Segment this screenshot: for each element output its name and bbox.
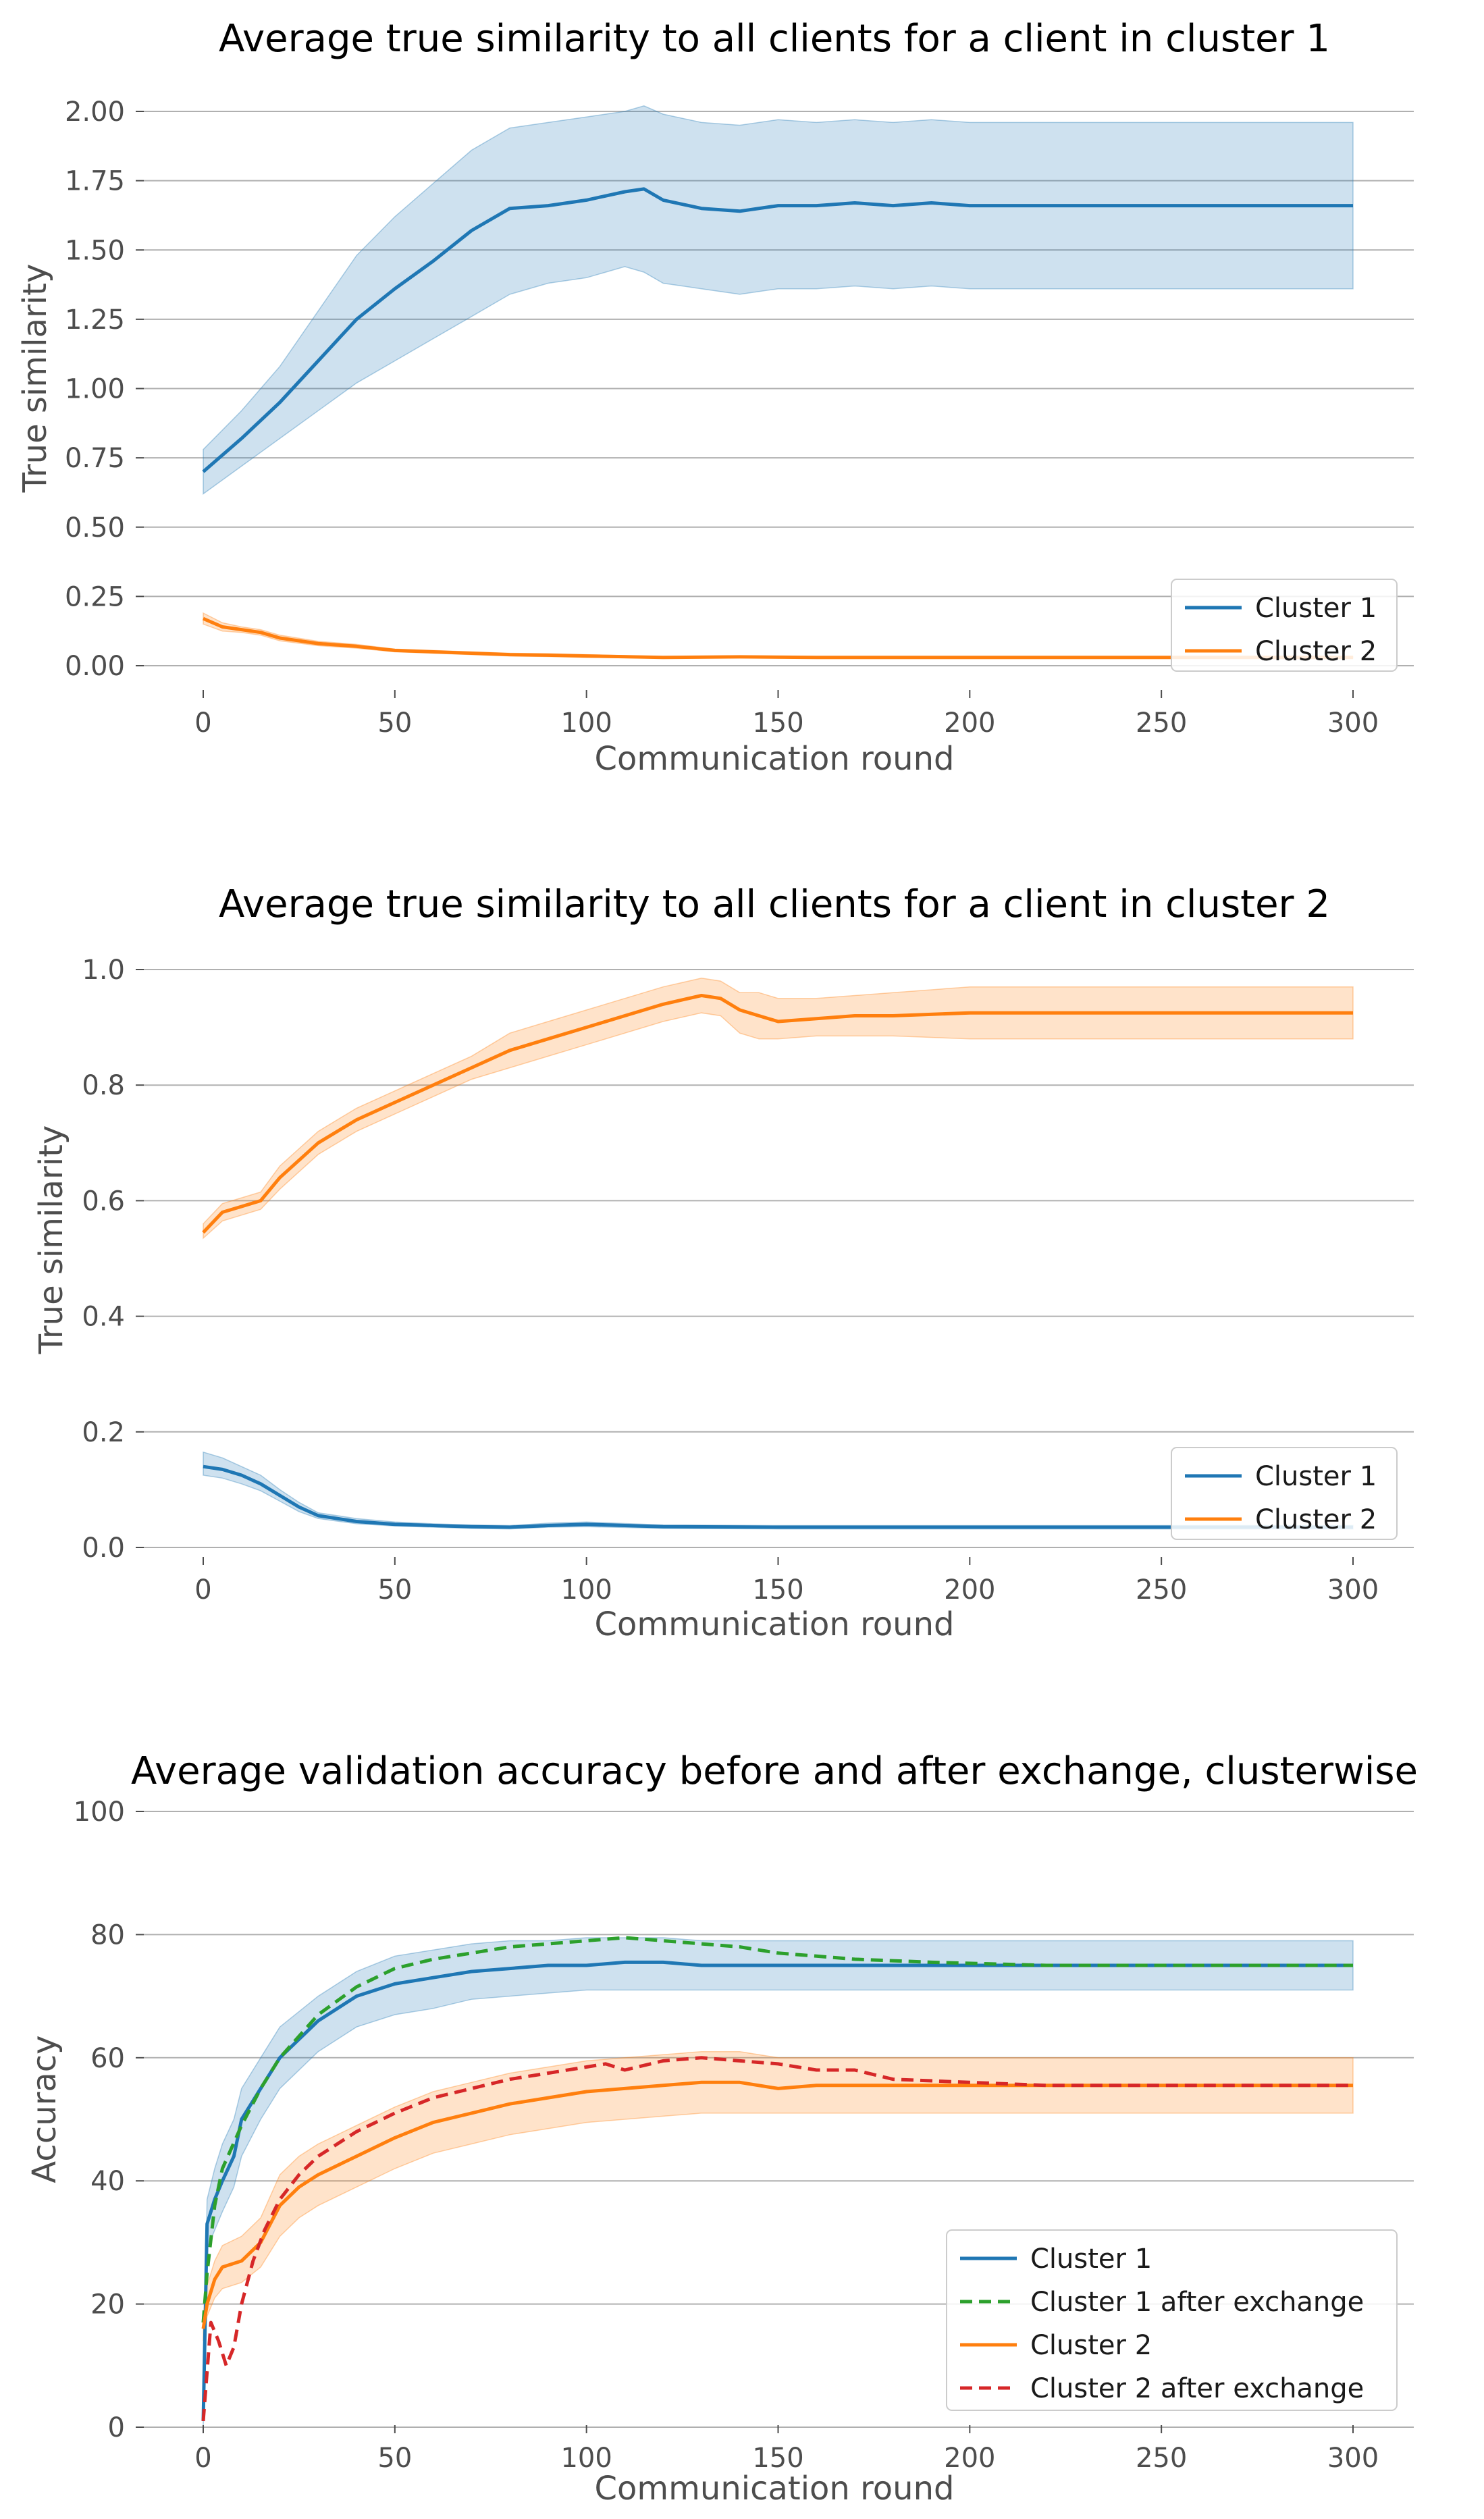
x-tick-labels: 0 50 100 150 200 250 300 xyxy=(194,2425,1379,2474)
y-tick-label: 0.00 xyxy=(65,651,125,682)
x-axis-label: Communication round xyxy=(595,1606,955,1643)
confidence-bands xyxy=(203,105,1354,659)
confidence-band xyxy=(203,2050,1354,2341)
series-lines xyxy=(202,187,1353,660)
y-tick-label: 20 xyxy=(90,2289,125,2321)
confidence-band xyxy=(203,105,1354,495)
x-tick-label: 300 xyxy=(1327,1574,1379,1606)
y-tick-label: 2.00 xyxy=(65,97,125,128)
x-tick-label: 150 xyxy=(752,2443,803,2474)
x-tick-label: 250 xyxy=(1136,1574,1187,1606)
x-tick-label: 200 xyxy=(944,2443,995,2474)
y-axis-label: True similarity xyxy=(32,1125,70,1355)
x-tick-label: 0 xyxy=(194,2443,211,2474)
series-lines xyxy=(201,1936,1353,2422)
series-line xyxy=(201,2056,1353,2422)
legend-label: Cluster 2 after exchange xyxy=(1030,2373,1364,2404)
y-axis-label: True similarity xyxy=(16,264,54,494)
y-tick-label: 0.50 xyxy=(65,512,125,543)
series-line xyxy=(202,187,1353,473)
x-tick-label: 0 xyxy=(194,708,211,739)
series-line xyxy=(201,2080,1353,2329)
x-tick-label: 200 xyxy=(944,1574,995,1606)
chart-title: Average validation accuracy before and a… xyxy=(131,1749,1418,1793)
chart-title: Average true similarity to all clients f… xyxy=(219,882,1330,926)
y-tick-label: 0.6 xyxy=(82,1186,125,1217)
x-tick-label: 100 xyxy=(560,708,612,739)
y-tick-label: 1.00 xyxy=(65,374,125,405)
x-axis-label: Communication round xyxy=(595,740,955,778)
legend-label: Cluster 2 xyxy=(1255,636,1377,667)
y-tick-label: 0 xyxy=(108,2412,125,2443)
y-tick-label: 0.25 xyxy=(65,581,125,612)
legend-label: Cluster 1 xyxy=(1030,2244,1152,2275)
y-tick-label: 60 xyxy=(90,2043,125,2074)
chart-title: Average true similarity to all clients f… xyxy=(219,17,1330,61)
confidence-band xyxy=(203,978,1354,1240)
legend: Cluster 1 Cluster 2 xyxy=(1171,579,1398,672)
y-tick-label: 1.75 xyxy=(65,166,125,197)
y-axis-label: Accuracy xyxy=(26,2035,63,2183)
legend-label: Cluster 2 xyxy=(1255,1504,1377,1535)
y-tick-label: 0.8 xyxy=(82,1070,125,1101)
x-tick-label: 50 xyxy=(377,708,412,739)
series-line xyxy=(201,1960,1353,2421)
y-tick-labels: 0.0 0.2 0.4 0.6 0.8 1.0 xyxy=(82,955,125,1564)
y-tick-label: 40 xyxy=(90,2166,125,2197)
x-tick-label: 200 xyxy=(944,708,995,739)
x-tick-label: 0 xyxy=(194,1574,211,1606)
x-tick-labels: 0 50 100 150 200 250 300 xyxy=(194,690,1379,739)
legend: Cluster 1 Cluster 1 after exchange Cluster… xyxy=(946,2229,1398,2411)
y-tick-label: 0.4 xyxy=(82,1302,125,1333)
series-line xyxy=(201,1936,1353,2323)
y-tick-label: 1.25 xyxy=(65,304,125,336)
x-tick-label: 100 xyxy=(560,2443,612,2474)
series-line xyxy=(203,1464,1353,1529)
legend-box xyxy=(946,2229,1398,2411)
legend-label: Cluster 1 after exchange xyxy=(1030,2287,1364,2318)
y-tick-label: 0.75 xyxy=(65,443,125,474)
y-tick-labels: 0 20 40 60 80 100 xyxy=(74,1797,125,2443)
y-tick-label: 0.2 xyxy=(82,1417,125,1448)
y-tick-label: 1.0 xyxy=(82,955,125,986)
x-tick-labels: 0 50 100 150 200 250 300 xyxy=(194,1557,1379,1606)
x-axis-label: Communication round xyxy=(595,2470,955,2508)
legend-label: Cluster 2 xyxy=(1030,2330,1152,2361)
y-tick-label: 80 xyxy=(90,1919,125,1951)
x-tick-label: 100 xyxy=(560,1574,612,1606)
legend-box xyxy=(1171,1447,1398,1540)
chart-panel-1: Average true similarity to all clients f… xyxy=(16,17,1414,778)
y-tick-label: 100 xyxy=(74,1797,125,1828)
chart-panel-2: Average true similarity to all clients f… xyxy=(32,882,1414,1643)
confidence-bands xyxy=(203,1937,1354,2428)
x-tick-label: 300 xyxy=(1327,708,1379,739)
series-line xyxy=(203,616,1353,660)
x-tick-label: 250 xyxy=(1136,708,1187,739)
confidence-bands xyxy=(203,978,1354,1530)
legend-box xyxy=(1171,579,1398,672)
series-line xyxy=(202,994,1353,1234)
series-lines xyxy=(202,994,1353,1529)
x-tick-label: 150 xyxy=(752,1574,803,1606)
confidence-band xyxy=(203,1937,1354,2428)
legend: Cluster 1 Cluster 2 xyxy=(1171,1447,1398,1540)
x-tick-label: 150 xyxy=(752,708,803,739)
x-tick-label: 250 xyxy=(1136,2443,1187,2474)
legend-label: Cluster 1 xyxy=(1255,593,1377,624)
y-tick-label: 1.50 xyxy=(65,235,125,266)
legend-label: Cluster 1 xyxy=(1255,1461,1377,1492)
y-tick-label: 0.0 xyxy=(82,1533,125,1564)
chart-panel-3: Average validation accuracy before and a… xyxy=(26,1749,1418,2508)
x-tick-label: 50 xyxy=(377,1574,412,1606)
x-tick-label: 50 xyxy=(377,2443,412,2474)
y-tick-labels: 0.00 0.25 0.50 0.75 1.00 1.25 1.50 1.75 2.00 xyxy=(65,97,125,682)
grid-lines xyxy=(136,969,1414,1548)
x-tick-label: 300 xyxy=(1327,2443,1379,2474)
